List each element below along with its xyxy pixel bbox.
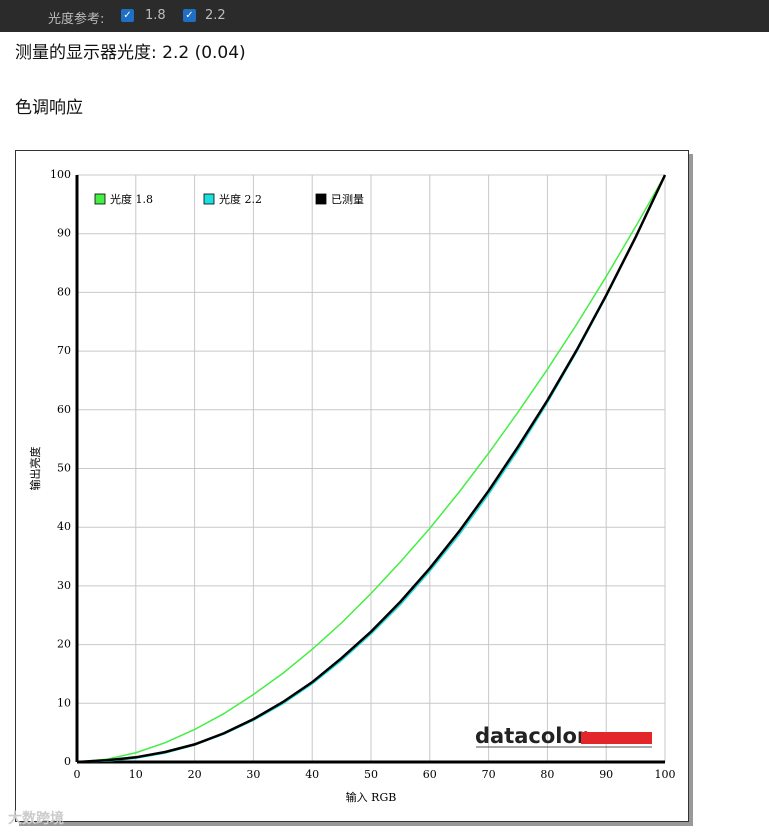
series-line xyxy=(76,174,666,763)
x-tick-label: 60 xyxy=(423,768,437,781)
y-tick-label: 50 xyxy=(57,462,71,475)
series-line xyxy=(76,174,667,764)
x-tick-label: 10 xyxy=(129,768,143,781)
watermark: 大数跨境 xyxy=(8,811,64,827)
toolbar: 光度参考: ✓ 1.8 ✓ 2.2 xyxy=(0,0,769,32)
measured-gamma: 测量的显示器光度: 2.2 (0.04) xyxy=(15,43,246,63)
x-tick-label: 20 xyxy=(188,768,202,781)
y-tick-label: 10 xyxy=(57,696,71,709)
section-title: 色调响应 xyxy=(15,98,83,118)
checkbox[interactable]: ✓ xyxy=(121,9,134,22)
chart-frame xyxy=(15,150,689,822)
y-tick-label: 80 xyxy=(57,285,71,298)
legend-label: 已测量 xyxy=(331,193,364,206)
legend-label: 光度 1.8 xyxy=(110,192,153,206)
y-axis-label: 输出亮度 xyxy=(28,447,42,491)
x-tick-label: 100 xyxy=(655,768,676,781)
legend-swatch xyxy=(94,193,106,205)
x-tick-label: 40 xyxy=(305,768,319,781)
x-tick-label: 0 xyxy=(74,768,81,781)
y-tick-label: 20 xyxy=(57,638,71,651)
x-tick-label: 90 xyxy=(599,768,613,781)
legend-swatch xyxy=(203,193,215,205)
y-tick-label: 70 xyxy=(57,344,71,357)
y-tick-label: 40 xyxy=(57,520,71,533)
x-tick-label: 30 xyxy=(246,768,260,781)
y-tick-label: 90 xyxy=(57,227,71,240)
x-axis-label: 输入 RGB xyxy=(346,790,397,804)
y-tick-label: 30 xyxy=(57,579,71,592)
legend-label: 光度 2.2 xyxy=(219,192,262,206)
y-tick-label: 60 xyxy=(57,403,71,416)
x-tick-label: 70 xyxy=(482,768,496,781)
y-tick-label: 100 xyxy=(50,168,71,181)
logo: datacolor xyxy=(475,724,588,748)
y-tick-label: 0 xyxy=(64,755,71,768)
legend-swatch xyxy=(315,193,327,205)
logo-bar xyxy=(581,732,652,744)
checkbox-label: 1.8 xyxy=(145,8,166,23)
x-tick-label: 50 xyxy=(364,768,378,781)
checkbox-label: 2.2 xyxy=(205,8,226,23)
x-tick-label: 80 xyxy=(540,768,554,781)
checkbox[interactable]: ✓ xyxy=(183,9,196,22)
toolbar-label: 光度参考: xyxy=(48,12,105,27)
